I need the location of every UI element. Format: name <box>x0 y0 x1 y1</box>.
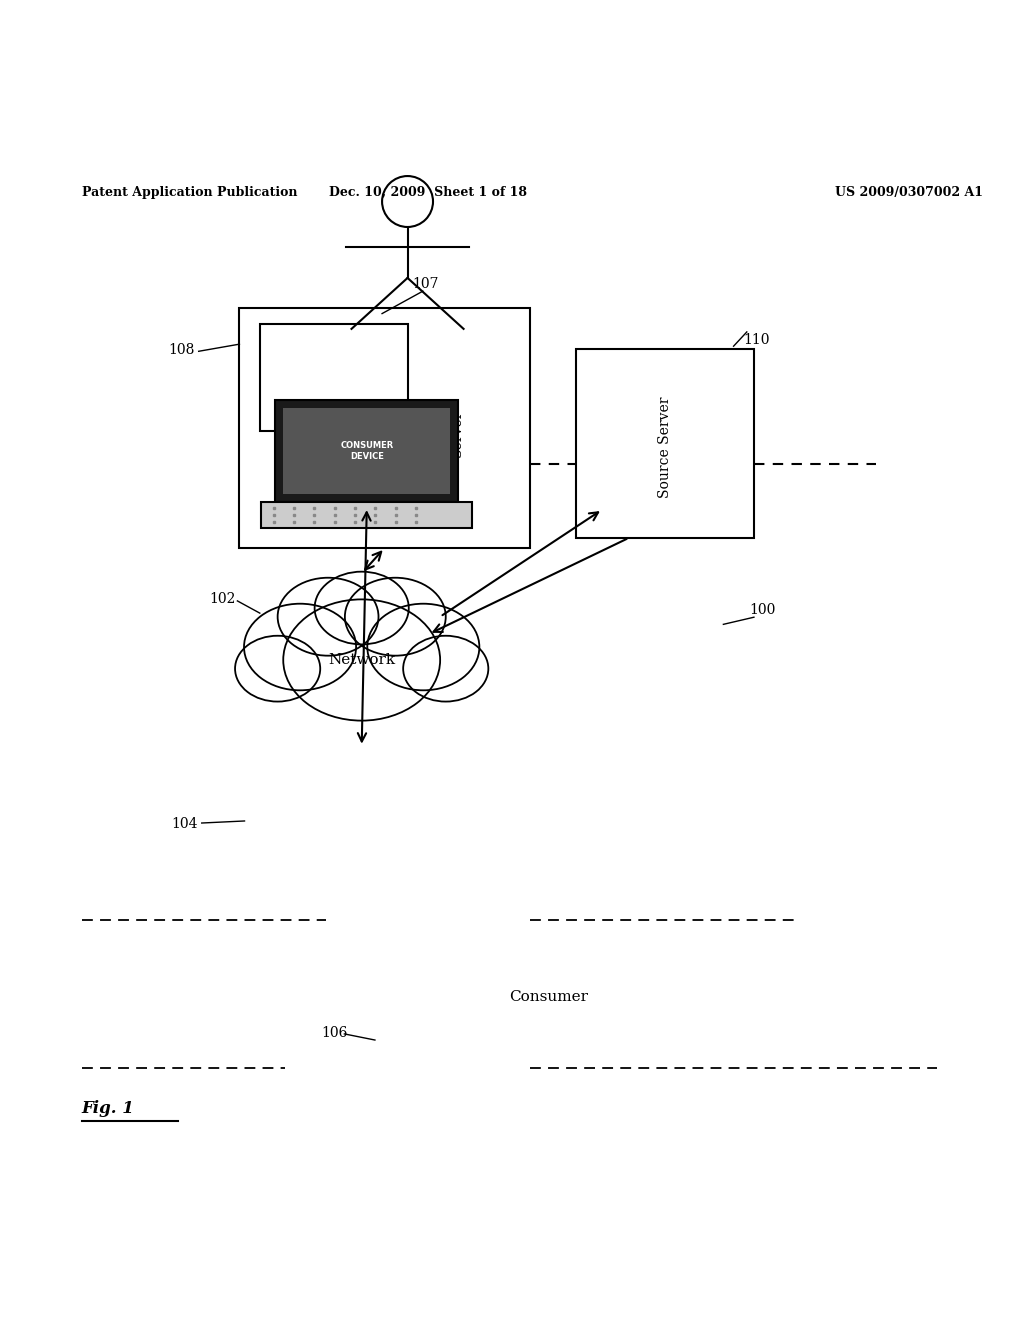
Ellipse shape <box>284 599 440 721</box>
Text: Source Server: Source Server <box>657 396 672 498</box>
Text: Entity
Server: Entity Server <box>433 409 464 457</box>
Text: 102: 102 <box>209 591 236 606</box>
Text: Fig. 1: Fig. 1 <box>82 1101 134 1118</box>
Ellipse shape <box>403 636 488 701</box>
FancyBboxPatch shape <box>275 400 459 502</box>
Ellipse shape <box>244 603 356 690</box>
FancyBboxPatch shape <box>575 350 754 537</box>
FancyBboxPatch shape <box>240 309 529 548</box>
Text: 104: 104 <box>171 817 198 832</box>
Text: Network: Network <box>328 653 395 667</box>
Text: US 2009/0307002 A1: US 2009/0307002 A1 <box>836 186 983 199</box>
FancyBboxPatch shape <box>260 323 408 430</box>
FancyBboxPatch shape <box>284 408 451 494</box>
Ellipse shape <box>314 572 409 644</box>
Ellipse shape <box>368 603 479 690</box>
Text: Patent Application Publication: Patent Application Publication <box>82 186 297 199</box>
Ellipse shape <box>236 636 321 701</box>
Ellipse shape <box>345 578 445 656</box>
Text: Database: Database <box>354 400 369 466</box>
Text: 108: 108 <box>168 343 195 358</box>
Text: CONSUMER
DEVICE: CONSUMER DEVICE <box>340 441 393 461</box>
Text: 107: 107 <box>413 277 439 292</box>
Ellipse shape <box>278 578 379 656</box>
Text: 110: 110 <box>743 333 770 347</box>
Text: 106: 106 <box>321 1026 347 1040</box>
Text: 100: 100 <box>749 603 775 618</box>
Text: Consumer: Consumer <box>509 990 589 1005</box>
Text: Dec. 10, 2009  Sheet 1 of 18: Dec. 10, 2009 Sheet 1 of 18 <box>329 186 527 199</box>
FancyBboxPatch shape <box>261 502 472 528</box>
